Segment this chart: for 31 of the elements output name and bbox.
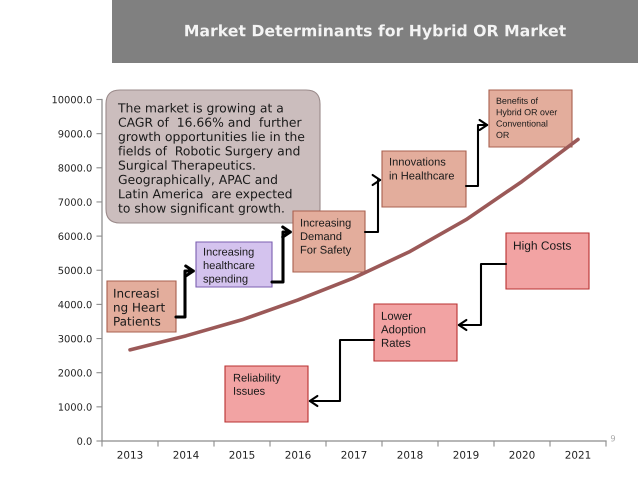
y-tick-label: 7000.0 (58, 198, 92, 206)
x-tick-label: 2020 (510, 450, 535, 459)
text: 9 (610, 435, 616, 442)
y-tick-label: 4000.0 (58, 300, 92, 308)
x-tick-label: 2014 (174, 450, 199, 459)
y-tick-label: 6000.0 (58, 232, 92, 240)
y-tick-label: 2000.0 (58, 369, 92, 377)
y-tick-label: 0.0 (77, 437, 92, 445)
annotation: The market is growing at a CAGR of 16.66% and further growth opportunities lie in the fields of Robotic Surgery and Surgical Therapeutics. Geographically, APAC and Latin America are expected to show significant growth. (118, 103, 304, 216)
y-tick-label: 8000.0 (58, 164, 92, 172)
y-tick-label: 3000.0 (58, 334, 92, 342)
y-tick-label: 1000.0 (58, 403, 92, 411)
x-tick-label: 2018 (398, 450, 423, 459)
annotation: Innovations in Healthcare (390, 158, 454, 180)
x-tick-label: 2021 (566, 450, 590, 459)
y-tick-label: 5000.0 (58, 266, 92, 274)
y-tick-label: 9000.0 (58, 130, 92, 138)
annotation: Benefits of Hybrid OR over Conventional OR (496, 97, 558, 138)
x-tick-label: 2019 (454, 450, 479, 459)
x-tick-label: 2013 (118, 450, 142, 459)
chart-title: Market Determinants for Hybrid OR Market (185, 24, 566, 40)
annotation: Increasi ng Heart Patients (114, 288, 165, 326)
annotation: High Costs (514, 241, 571, 252)
x-tick-label: 2017 (342, 450, 366, 459)
annotation: Lower Adoption Rates (381, 312, 426, 347)
x-tick-label: 2015 (230, 450, 254, 459)
y-tick-label: 10000.0 (52, 96, 92, 104)
annotation: Increasing Demand For Safety (300, 218, 352, 256)
annotation: Increasing healthcare spending (203, 248, 254, 285)
annotation: Reliability Issues (234, 374, 281, 395)
x-tick-label: 2016 (286, 450, 311, 459)
